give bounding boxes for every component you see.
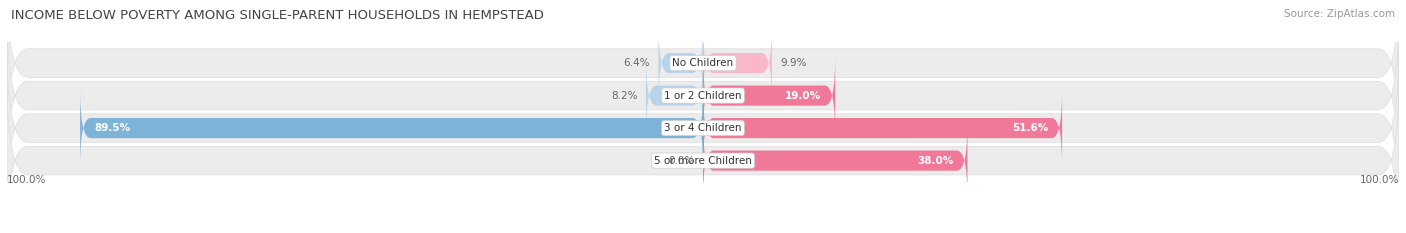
FancyBboxPatch shape [7,0,1399,146]
Text: No Children: No Children [672,58,734,68]
FancyBboxPatch shape [703,24,772,102]
Text: 51.6%: 51.6% [1012,123,1049,133]
Text: Source: ZipAtlas.com: Source: ZipAtlas.com [1284,9,1395,19]
Legend: Single Father, Single Mother: Single Father, Single Mother [605,230,801,233]
FancyBboxPatch shape [703,89,1062,167]
Text: 0.0%: 0.0% [668,156,695,166]
Text: 6.4%: 6.4% [624,58,650,68]
FancyBboxPatch shape [80,89,703,167]
FancyBboxPatch shape [658,24,703,102]
FancyBboxPatch shape [7,45,1399,211]
FancyBboxPatch shape [7,12,1399,179]
Text: 5 or more Children: 5 or more Children [654,156,752,166]
Text: 19.0%: 19.0% [785,91,821,101]
Text: 8.2%: 8.2% [612,91,637,101]
Text: 100.0%: 100.0% [1360,175,1399,185]
Text: 100.0%: 100.0% [7,175,46,185]
Text: 1 or 2 Children: 1 or 2 Children [664,91,742,101]
Text: 89.5%: 89.5% [94,123,131,133]
Text: INCOME BELOW POVERTY AMONG SINGLE-PARENT HOUSEHOLDS IN HEMPSTEAD: INCOME BELOW POVERTY AMONG SINGLE-PARENT… [11,9,544,22]
FancyBboxPatch shape [645,57,703,134]
Text: 3 or 4 Children: 3 or 4 Children [664,123,742,133]
Text: 9.9%: 9.9% [780,58,807,68]
Text: 38.0%: 38.0% [917,156,953,166]
FancyBboxPatch shape [703,122,967,199]
FancyBboxPatch shape [7,77,1399,233]
FancyBboxPatch shape [703,57,835,134]
